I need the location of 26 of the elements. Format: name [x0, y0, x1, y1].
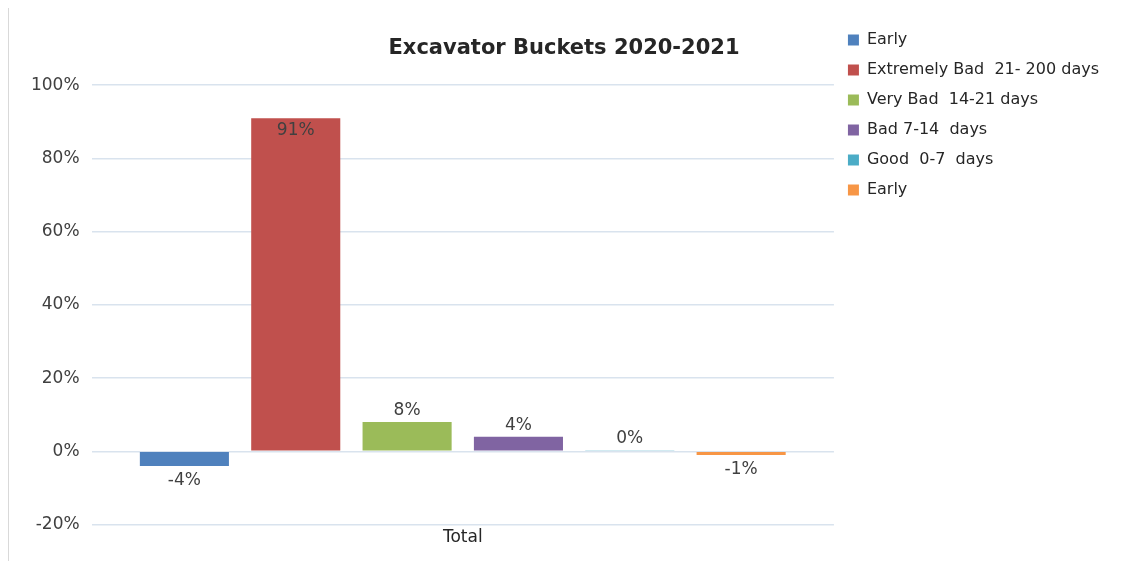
bar [362, 422, 452, 451]
data-label: -4% [167, 468, 201, 489]
chart-title: Excavator Buckets 2020-2021 [388, 35, 740, 60]
y-tick-label: 40% [41, 293, 80, 314]
legend-label: Good 0-7 days [866, 149, 994, 169]
data-label: 4% [504, 413, 532, 434]
y-tick-label: 20% [41, 366, 80, 387]
y-tick-label: 80% [41, 146, 80, 167]
bar [473, 436, 563, 451]
data-label: 91% [276, 119, 315, 140]
y-tick-label: 60% [41, 220, 80, 241]
bar [139, 452, 229, 467]
legend-label: Very Bad 14-21 days [866, 89, 1039, 109]
y-tick-label: 0% [52, 439, 80, 460]
bar [696, 452, 786, 456]
legend-label: Bad 7-14 days [866, 119, 988, 139]
data-label: 0% [616, 427, 644, 448]
data-label: 8% [393, 399, 421, 419]
legend-label: Extremely Bad 21- 200 days [866, 59, 1100, 79]
legend-label: Early [866, 29, 908, 49]
x-tick-label: Total [441, 526, 483, 547]
bar [251, 118, 341, 451]
data-label: -1% [724, 457, 758, 478]
y-tick-label: 100% [30, 73, 80, 94]
y-tick-label: -20% [35, 513, 80, 534]
legend-label: Early [866, 179, 908, 199]
